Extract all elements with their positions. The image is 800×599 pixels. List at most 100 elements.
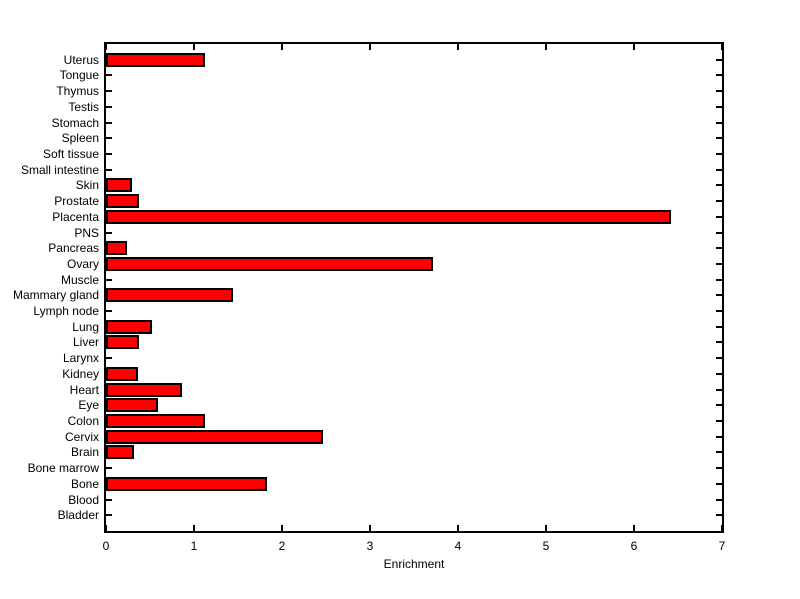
y-tick-label: Bone marrow: [27, 461, 99, 476]
y-tick-mark: [716, 215, 722, 218]
x-tick-label: 2: [278, 539, 286, 553]
y-tick-mark: [106, 310, 112, 313]
y-tick-label: Spleen: [61, 131, 99, 146]
y-tick-mark: [716, 247, 722, 250]
y-tick-label: Mammary gland: [12, 288, 99, 303]
y-tick-mark: [716, 498, 722, 501]
bar-brain: [106, 445, 134, 460]
y-tick-mark: [716, 294, 722, 297]
x-tick-mark: [545, 44, 547, 50]
bar-bone: [106, 476, 267, 491]
y-tick-mark: [106, 467, 112, 470]
y-tick-label: Skin: [75, 178, 99, 193]
x-tick-mark: [457, 44, 459, 50]
y-tick-label: Small intestine: [20, 162, 99, 177]
y-tick-label: Uterus: [63, 52, 99, 67]
x-tick-mark: [633, 525, 635, 531]
x-tick-mark: [105, 44, 107, 50]
y-tick-mark: [106, 121, 112, 124]
y-tick-mark: [716, 372, 722, 375]
y-tick-mark: [716, 262, 722, 265]
y-tick-label: Brain: [70, 445, 99, 460]
y-tick-mark: [716, 514, 722, 517]
x-tick-label: 1: [190, 539, 198, 553]
y-tick-mark: [716, 325, 722, 328]
bar-mammary-gland: [106, 288, 233, 303]
x-tick-label: 5: [542, 539, 550, 553]
bar-heart: [106, 382, 182, 397]
x-tick-mark: [545, 525, 547, 531]
y-tick-mark: [716, 121, 722, 124]
x-tick-label: 3: [366, 539, 374, 553]
x-tick-mark: [369, 44, 371, 50]
y-tick-mark: [106, 514, 112, 517]
x-tick-mark: [281, 525, 283, 531]
y-tick-mark: [106, 498, 112, 501]
y-tick-mark: [716, 388, 722, 391]
y-tick-label: Blood: [68, 492, 99, 507]
y-tick-mark: [716, 435, 722, 438]
y-tick-label: Testis: [68, 99, 99, 114]
y-tick-mark: [106, 168, 112, 171]
y-tick-mark: [106, 90, 112, 93]
y-tick-mark: [716, 58, 722, 61]
y-tick-mark: [106, 137, 112, 140]
y-tick-mark: [716, 404, 722, 407]
y-tick-mark: [106, 357, 112, 360]
y-tick-label: Larynx: [62, 351, 99, 366]
bar-pancreas: [106, 241, 127, 256]
y-tick-label: PNS: [74, 225, 99, 240]
y-tick-label: Prostate: [54, 194, 99, 209]
y-tick-mark: [716, 105, 722, 108]
bar-placenta: [106, 209, 671, 224]
plot-area: [104, 42, 724, 533]
y-tick-label: Muscle: [60, 272, 99, 287]
x-axis-title: Enrichment: [383, 557, 445, 571]
y-tick-mark: [716, 467, 722, 470]
bar-cervix: [106, 429, 323, 444]
bar-ovary: [106, 256, 433, 271]
x-tick-mark: [281, 44, 283, 50]
bar-colon: [106, 414, 205, 429]
y-tick-label: Thymus: [56, 84, 99, 99]
y-tick-label: Lymph node: [33, 304, 99, 319]
x-tick-mark: [721, 525, 723, 531]
y-tick-mark: [716, 152, 722, 155]
y-tick-mark: [716, 482, 722, 485]
y-tick-mark: [716, 357, 722, 360]
bar-prostate: [106, 194, 139, 209]
bar-liver: [106, 335, 139, 350]
x-tick-mark: [193, 44, 195, 50]
bar-uterus: [106, 52, 205, 67]
y-tick-mark: [106, 278, 112, 281]
x-tick-mark: [457, 525, 459, 531]
y-tick-mark: [716, 168, 722, 171]
y-tick-mark: [716, 341, 722, 344]
y-tick-label: Pancreas: [48, 241, 99, 256]
y-tick-mark: [716, 278, 722, 281]
bar-kidney: [106, 366, 138, 381]
y-tick-mark: [716, 137, 722, 140]
x-tick-mark: [193, 525, 195, 531]
y-tick-mark: [106, 105, 112, 108]
y-tick-mark: [716, 420, 722, 423]
y-tick-mark: [716, 200, 722, 203]
y-tick-label: Lung: [72, 319, 99, 334]
y-tick-label: Tongue: [59, 68, 99, 83]
y-tick-label: Eye: [78, 398, 99, 413]
x-tick-label: 0: [102, 539, 110, 553]
y-tick-label: Bone: [70, 476, 99, 491]
x-tick-mark: [105, 525, 107, 531]
bar-eye: [106, 398, 158, 413]
y-tick-label: Stomach: [51, 115, 99, 130]
y-tick-mark: [716, 310, 722, 313]
y-tick-label: Cervix: [64, 429, 99, 444]
y-tick-mark: [716, 184, 722, 187]
bar-lung: [106, 319, 152, 334]
y-tick-mark: [716, 74, 722, 77]
y-tick-mark: [716, 231, 722, 234]
bar-skin: [106, 178, 132, 193]
y-tick-mark: [716, 451, 722, 454]
y-tick-mark: [106, 152, 112, 155]
